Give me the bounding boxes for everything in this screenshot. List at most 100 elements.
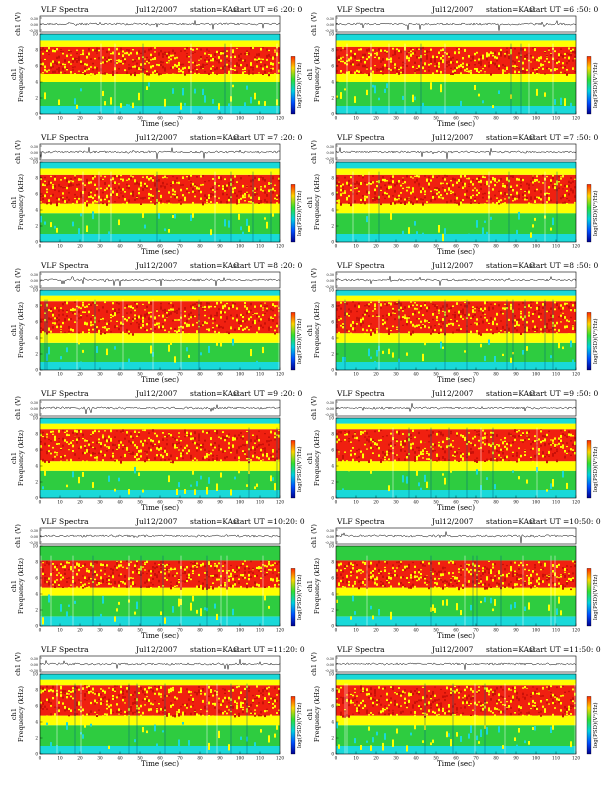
spectral-speck (144, 58, 146, 60)
spectral-speck (396, 73, 398, 76)
x-tick-label: 80 (493, 116, 499, 121)
spectral-speck (468, 64, 470, 67)
spectral-speck (426, 201, 428, 203)
colorbar-label: log(PSD)(V²/Hz) (592, 62, 599, 108)
x-tick-label: 70 (177, 116, 183, 121)
spectral-speck (558, 343, 560, 349)
spectral-speck (386, 187, 388, 191)
spectral-speck (494, 177, 496, 181)
spectral-speck (458, 202, 460, 206)
spectral-speck (76, 57, 78, 59)
spectral-speck (164, 67, 166, 69)
spectral-speck (372, 328, 374, 331)
spectral-speck (450, 432, 452, 435)
spectral-speck (88, 328, 90, 331)
spectral-speck (480, 63, 482, 66)
spectral-speck (66, 178, 68, 182)
spectral-speck (494, 303, 496, 305)
spectral-speck (142, 442, 144, 445)
spectral-speck (124, 453, 126, 456)
spectral-speck (358, 448, 360, 450)
spectral-speck (146, 70, 148, 73)
spectral-speck (258, 59, 260, 62)
spectral-speck (176, 488, 178, 495)
spectral-speck (132, 102, 134, 108)
spectral-speck (376, 445, 378, 448)
spectral-speck (68, 449, 70, 451)
spectral-speck (406, 322, 408, 326)
spectral-speck (246, 191, 248, 194)
spectral-speck (102, 580, 104, 583)
spectral-speck (472, 306, 474, 308)
spectral-speck (438, 332, 440, 334)
spectral-speck (264, 63, 266, 67)
spectral-speck (412, 65, 414, 68)
spectral-speck (388, 331, 390, 335)
spectral-speck (178, 67, 180, 71)
spectral-speck (170, 460, 172, 462)
spectral-speck (498, 304, 500, 307)
spectral-speck (226, 331, 228, 333)
spectral-speck (176, 194, 178, 197)
spectral-speck (46, 581, 48, 583)
spectral-speck (262, 346, 264, 354)
spectral-speck (42, 72, 44, 74)
spectral-speck (234, 476, 236, 480)
spectral-speck (450, 319, 452, 321)
spectral-speck (440, 182, 442, 185)
spectral-speck (496, 323, 498, 326)
spectral-speck (424, 319, 426, 323)
spectral-speck (482, 197, 484, 199)
spectral-speck (378, 56, 380, 60)
spectral-speck (538, 448, 540, 450)
spectral-speck (126, 49, 128, 51)
spectral-speck (336, 181, 338, 185)
spectral-speck (156, 309, 158, 311)
spectral-speck (472, 179, 474, 181)
spectral-speck (102, 61, 104, 64)
spectral-speck (64, 59, 66, 63)
spectral-speck (66, 54, 68, 58)
spectral-speck (274, 197, 276, 200)
spectral-speck (142, 323, 144, 327)
x-tick-label: 10 (353, 244, 359, 249)
panel-station: station=KAG (190, 5, 239, 14)
spectral-speck (202, 306, 204, 308)
spectral-speck (486, 328, 488, 331)
spectral-speck (122, 57, 124, 60)
spectral-speck (424, 193, 426, 195)
spectral-speck (562, 444, 564, 447)
spectral-speck (502, 311, 504, 315)
spectral-speck (134, 179, 136, 181)
spectral-speck (112, 70, 114, 73)
spectral-speck (478, 177, 480, 180)
spectral-speck (214, 330, 216, 333)
spectral-speck (370, 323, 372, 325)
spectral-speck (132, 60, 134, 63)
spectral-speck (490, 431, 492, 434)
spectral-speck (58, 323, 60, 326)
spectral-speck (58, 442, 60, 445)
spectral-speck (404, 198, 406, 201)
spectral-speck (514, 438, 516, 441)
channel-label: ch1 (10, 196, 18, 208)
x-axis-label: Time (sec) (437, 247, 475, 256)
spectral-speck (160, 571, 162, 574)
spectral-speck (428, 434, 430, 438)
spectral-speck (456, 59, 458, 61)
band-yellow (336, 40, 576, 47)
spectral-speck (44, 176, 46, 179)
spectral-speck (200, 447, 202, 451)
spectral-speck (236, 181, 238, 183)
spectral-speck (474, 187, 476, 189)
spectral-speck (234, 434, 236, 438)
spectral-speck (364, 65, 366, 68)
spectral-speck (228, 307, 230, 310)
spectral-speck (50, 181, 52, 184)
spectral-speck (150, 570, 152, 573)
spectral-speck (458, 328, 460, 332)
spectral-speck (258, 100, 260, 105)
spectral-speck (48, 180, 50, 183)
spectral-speck (162, 65, 164, 69)
spectral-speck (498, 450, 500, 453)
